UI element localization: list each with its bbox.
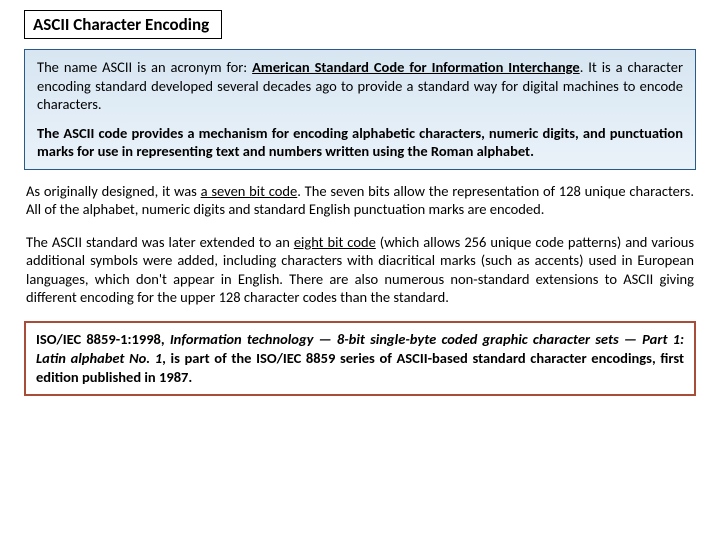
- p1-lead: The name ASCII is an acronym for:: [37, 58, 252, 76]
- p3-lead: As originally designed, it was: [26, 182, 201, 200]
- title-text: ASCII Character Encoding: [33, 14, 209, 35]
- bluebox-paragraph-2: The ASCII code provides a mechanism for …: [37, 124, 683, 161]
- p4-lead: The ASCII standard was later extended to…: [26, 233, 294, 251]
- bluebox-paragraph-1: The name ASCII is an acronym for: Americ…: [37, 58, 683, 114]
- iso-note-box: ISO/IEC 8859-1:1998, Information technol…: [24, 321, 696, 396]
- highlight-box: The name ASCII is an acronym for: Americ…: [24, 49, 696, 170]
- title-box: ASCII Character Encoding: [24, 10, 222, 39]
- p1-underlined: American Standard Code for Information I…: [252, 58, 580, 76]
- paragraph-3: As originally designed, it was a seven b…: [24, 182, 696, 219]
- p3-underlined: a seven bit code: [201, 182, 298, 200]
- p4-underlined: eight bit code: [294, 233, 376, 251]
- paragraph-4: The ASCII standard was later extended to…: [24, 233, 696, 307]
- slide-page: ASCII Character Encoding The name ASCII …: [0, 0, 720, 406]
- iso-seg1: ISO/IEC 8859-1:1998,: [36, 330, 170, 348]
